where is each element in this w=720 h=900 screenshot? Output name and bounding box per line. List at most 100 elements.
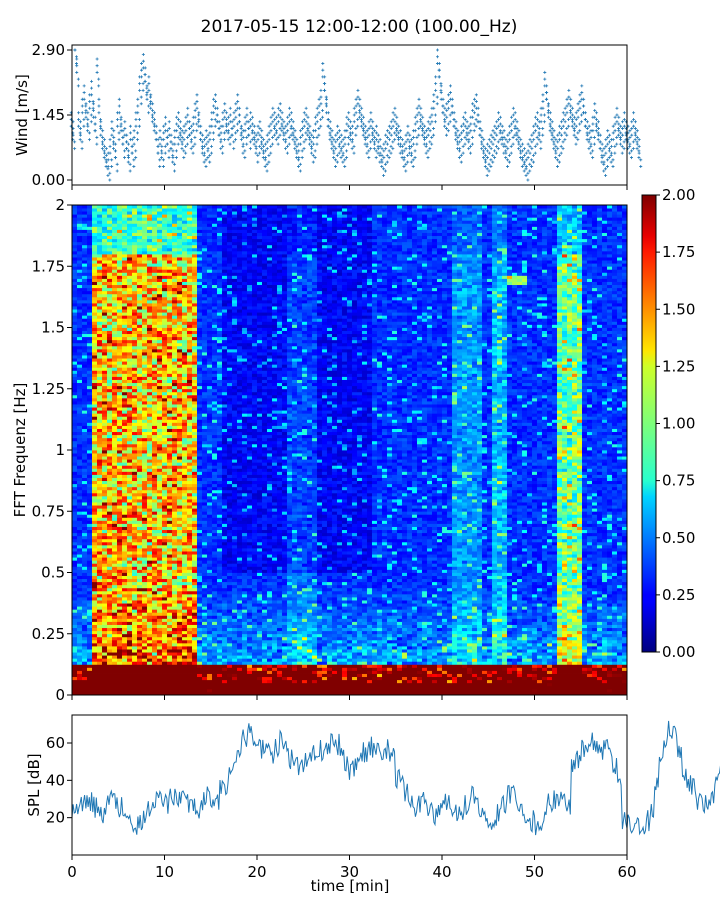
- heatmap-cell: [77, 492, 83, 497]
- wind-point: [106, 158, 110, 162]
- heatmap-cell: [97, 446, 103, 451]
- heatmap-cell: [77, 211, 83, 215]
- wind-point: [323, 82, 327, 86]
- heatmap-cell: [157, 492, 163, 497]
- heatmap-cell: [137, 235, 143, 240]
- heatmap-cell: [72, 505, 78, 509]
- heatmap-cell: [172, 593, 178, 598]
- heatmap-cell: [102, 609, 108, 613]
- heatmap-cell: [87, 226, 93, 230]
- wind-point: [345, 156, 349, 160]
- heatmap-cell: [92, 636, 98, 641]
- wind-point: [77, 111, 81, 115]
- heatmap-cell: [132, 465, 138, 469]
- heatmap-cell: [122, 394, 128, 399]
- heatmap-cell: [142, 397, 148, 402]
- wind-point: [248, 140, 252, 144]
- heatmap-cell: [157, 661, 163, 665]
- heatmap-cell: [127, 401, 133, 405]
- heatmap-cell: [77, 575, 83, 580]
- heatmap-cell: [177, 538, 183, 543]
- wind-point: [195, 100, 199, 104]
- heatmap-cell: [107, 431, 113, 436]
- heatmap-cell: [117, 260, 123, 264]
- heatmap-cell: [172, 385, 178, 390]
- heatmap-cell: [172, 309, 178, 313]
- heatmap-cell: [92, 443, 98, 448]
- heatmap-cell: [167, 299, 173, 304]
- heatmap-cell: [117, 474, 123, 478]
- heatmap-cell: [162, 367, 168, 371]
- heatmap-cell: [102, 223, 108, 227]
- wind-point: [308, 124, 312, 128]
- heatmap-cell: [162, 379, 168, 384]
- heatmap-cell: [112, 333, 118, 338]
- wind-point: [197, 111, 201, 115]
- heatmap-cell: [132, 581, 138, 586]
- heatmap-cell: [97, 661, 103, 665]
- heatmap-cell: [147, 379, 153, 384]
- heatmap-cell: [117, 609, 123, 613]
- heatmap-cell: [172, 275, 178, 279]
- heatmap-cell: [177, 532, 183, 537]
- heatmap-cell: [132, 535, 138, 540]
- heatmap-cell: [117, 544, 123, 549]
- heatmap-cell: [142, 468, 148, 472]
- heatmap-cell: [132, 618, 138, 622]
- heatmap-cell: [72, 413, 78, 417]
- heatmap-cell: [122, 296, 128, 301]
- heatmap-cell: [82, 652, 88, 656]
- heatmap-cell: [97, 450, 103, 454]
- heatmap-cell: [162, 410, 168, 414]
- wind-point: [635, 147, 639, 151]
- heatmap-cell: [177, 529, 183, 534]
- heatmap-cell: [92, 250, 98, 255]
- heatmap-cell: [122, 428, 128, 433]
- heatmap-cell: [142, 649, 148, 653]
- heatmap-cell: [132, 367, 138, 371]
- heatmap-cell: [72, 367, 78, 371]
- heatmap-cell: [162, 401, 168, 405]
- heatmap-cell: [147, 281, 153, 286]
- heatmap-cell: [102, 673, 108, 678]
- wind-point: [202, 160, 206, 164]
- heatmap-cell: [87, 388, 93, 393]
- heatmap-cell: [112, 489, 118, 494]
- heatmap-cell: [142, 394, 148, 399]
- wind-point: [163, 144, 167, 148]
- wind-point: [78, 120, 82, 124]
- wind-point: [337, 142, 341, 146]
- heatmap-cell: [142, 410, 148, 414]
- heatmap-cell: [122, 578, 128, 583]
- heatmap-cell: [87, 330, 93, 335]
- heatmap-cell: [92, 486, 98, 491]
- heatmap-cell: [82, 382, 88, 387]
- heatmap-cell: [102, 315, 108, 319]
- heatmap-cell: [147, 474, 153, 478]
- heatmap-cell: [112, 413, 118, 417]
- heatmap-cell: [97, 682, 103, 687]
- heatmap-cell: [172, 232, 178, 237]
- wind-point: [633, 133, 637, 137]
- wind-point: [334, 133, 338, 137]
- heatmap-cell: [122, 434, 128, 439]
- wind-point: [263, 156, 267, 160]
- wind-point: [256, 131, 260, 135]
- heatmap-cell: [72, 348, 78, 353]
- heatmap-cell: [92, 278, 98, 282]
- heatmap-cell: [157, 636, 163, 641]
- heatmap-cell: [142, 324, 148, 328]
- heatmap-cell: [97, 315, 103, 319]
- heatmap-cell: [152, 263, 158, 267]
- wind-point: [93, 129, 97, 133]
- heatmap-cell: [172, 456, 178, 460]
- heatmap-cell: [167, 431, 173, 436]
- heatmap-cell: [77, 229, 83, 233]
- heatmap-cell: [122, 220, 128, 224]
- heatmap-cell: [97, 670, 103, 674]
- heatmap-cell: [137, 615, 143, 619]
- heatmap-cell: [147, 269, 153, 273]
- wind-point: [132, 158, 136, 162]
- heatmap-cell: [87, 306, 93, 310]
- heatmap-cell: [87, 284, 93, 289]
